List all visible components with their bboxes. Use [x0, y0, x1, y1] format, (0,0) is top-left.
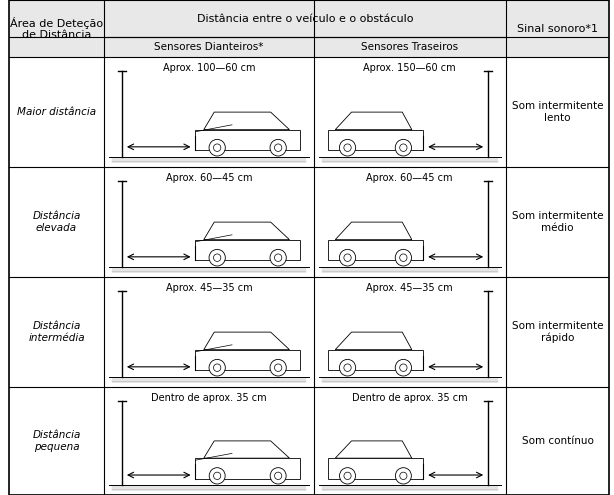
- Circle shape: [395, 359, 411, 376]
- Bar: [195, 130, 300, 150]
- Circle shape: [400, 144, 407, 151]
- Circle shape: [214, 254, 221, 261]
- Bar: [505, 277, 609, 387]
- Circle shape: [395, 468, 411, 484]
- Polygon shape: [335, 112, 412, 130]
- Text: Distância
intermédia: Distância intermédia: [28, 321, 85, 343]
- Bar: [314, 37, 505, 57]
- Circle shape: [344, 472, 351, 480]
- Text: Distância entre o veículo e o obstáculo: Distância entre o veículo e o obstáculo: [197, 13, 413, 23]
- Circle shape: [209, 140, 225, 156]
- Circle shape: [344, 364, 351, 371]
- Bar: [195, 240, 300, 260]
- Bar: [505, 167, 609, 277]
- Bar: [328, 349, 423, 370]
- Text: Dentro de aprox. 35 cm: Dentro de aprox. 35 cm: [352, 393, 467, 403]
- Bar: [314, 387, 505, 495]
- Circle shape: [344, 144, 351, 151]
- Bar: [104, 57, 314, 167]
- Circle shape: [270, 249, 286, 266]
- Circle shape: [209, 249, 225, 266]
- Text: Sinal sonoro*1: Sinal sonoro*1: [517, 23, 598, 34]
- Circle shape: [270, 359, 286, 376]
- Text: Sensores Dianteiros*: Sensores Dianteiros*: [155, 42, 264, 52]
- Circle shape: [400, 472, 407, 480]
- Bar: [505, 387, 609, 495]
- Bar: [104, 167, 314, 277]
- Bar: [505, 0, 609, 57]
- Bar: [328, 458, 423, 479]
- Circle shape: [274, 144, 282, 151]
- Text: Som intermitente
rápido: Som intermitente rápido: [511, 321, 603, 343]
- Text: Aprox. 45—35 cm: Aprox. 45—35 cm: [166, 283, 252, 293]
- Circle shape: [274, 472, 282, 480]
- Text: Som contínuo: Som contínuo: [521, 436, 593, 446]
- Bar: [104, 277, 314, 387]
- Text: Maior distância: Maior distância: [17, 107, 96, 117]
- Polygon shape: [204, 441, 289, 458]
- Circle shape: [395, 140, 411, 156]
- Text: Distância
elevada: Distância elevada: [33, 211, 80, 233]
- Bar: [314, 57, 505, 167]
- Polygon shape: [204, 332, 289, 349]
- Text: Aprox. 150—60 cm: Aprox. 150—60 cm: [363, 63, 456, 73]
- Polygon shape: [335, 222, 412, 240]
- Circle shape: [214, 144, 221, 151]
- Polygon shape: [335, 441, 412, 458]
- Circle shape: [270, 468, 286, 484]
- Text: Aprox. 60—45 cm: Aprox. 60—45 cm: [367, 173, 453, 183]
- Circle shape: [344, 254, 351, 261]
- Text: Aprox. 100—60 cm: Aprox. 100—60 cm: [163, 63, 255, 73]
- Bar: [9, 0, 104, 57]
- Polygon shape: [204, 112, 289, 130]
- Bar: [505, 57, 609, 167]
- Bar: [9, 277, 104, 387]
- Bar: [195, 349, 300, 370]
- Circle shape: [270, 140, 286, 156]
- Text: Sensores Traseiros: Sensores Traseiros: [361, 42, 458, 52]
- Circle shape: [340, 140, 356, 156]
- Circle shape: [340, 249, 356, 266]
- Text: Aprox. 45—35 cm: Aprox. 45—35 cm: [367, 283, 453, 293]
- Text: Dentro de aprox. 35 cm: Dentro de aprox. 35 cm: [151, 393, 267, 403]
- Circle shape: [400, 254, 407, 261]
- Bar: [9, 57, 104, 167]
- Text: Som intermitente
lento: Som intermitente lento: [511, 101, 603, 123]
- Polygon shape: [204, 222, 289, 240]
- Bar: [314, 277, 505, 387]
- Bar: [328, 130, 423, 150]
- Bar: [104, 387, 314, 495]
- Bar: [314, 167, 505, 277]
- Text: Som intermitente
médio: Som intermitente médio: [511, 211, 603, 233]
- Circle shape: [209, 359, 225, 376]
- Text: Aprox. 60—45 cm: Aprox. 60—45 cm: [166, 173, 252, 183]
- Polygon shape: [335, 332, 412, 349]
- Bar: [328, 240, 423, 260]
- Bar: [104, 0, 505, 37]
- Circle shape: [274, 254, 282, 261]
- Circle shape: [209, 468, 225, 484]
- Text: Área de Deteção
de Distância: Área de Deteção de Distância: [10, 17, 103, 40]
- Text: Distância
pequena: Distância pequena: [33, 430, 80, 452]
- Circle shape: [395, 249, 411, 266]
- Bar: [9, 387, 104, 495]
- Circle shape: [214, 472, 221, 480]
- Bar: [195, 458, 300, 479]
- Circle shape: [340, 468, 356, 484]
- Circle shape: [340, 359, 356, 376]
- Circle shape: [214, 364, 221, 371]
- Bar: [104, 37, 314, 57]
- Circle shape: [274, 364, 282, 371]
- Circle shape: [400, 364, 407, 371]
- Bar: [9, 167, 104, 277]
